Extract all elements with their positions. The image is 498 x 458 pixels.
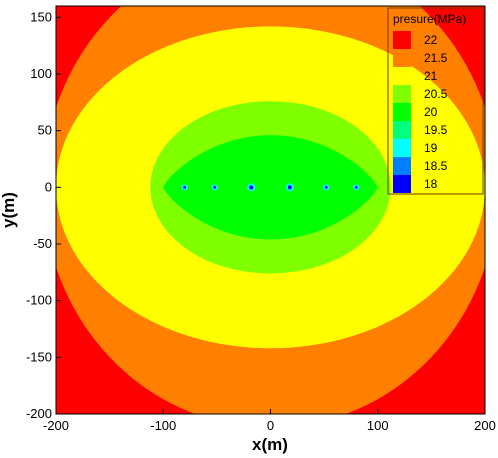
legend-items: 22 21.5 21 20.5 20 19.5 19 18.5 18: [393, 31, 448, 193]
plot-area: [56, 6, 485, 414]
well-marker: [213, 185, 217, 189]
legend-label: 19: [424, 141, 438, 155]
y-axis-title: y(m): [0, 192, 18, 228]
y-tick-label: -50: [33, 236, 52, 251]
y-axis-ticks: -200 -150 -100 -50 0 50 100 150: [26, 9, 61, 421]
legend-label: 18.5: [424, 159, 448, 173]
x-axis-ticks: -200 -100 0 100 200: [43, 409, 496, 433]
y-tick-label: -100: [26, 293, 52, 308]
well-marker: [183, 185, 187, 189]
legend-swatch: [393, 139, 411, 157]
legend-label: 18: [424, 177, 438, 191]
legend-swatch: [393, 175, 411, 193]
x-tick-label: 0: [267, 418, 274, 433]
legend-swatch: [393, 49, 411, 67]
legend-swatch: [393, 31, 411, 49]
x-tick-label: 100: [367, 418, 389, 433]
well-marker: [287, 185, 292, 190]
contour-region-20-20.5: [163, 135, 378, 240]
legend-label: 22: [424, 33, 438, 47]
legend-swatch: [393, 85, 411, 103]
legend-label: 21.5: [424, 51, 448, 65]
well-marker: [354, 185, 358, 189]
y-tick-label: -200: [26, 406, 52, 421]
legend-label: 20: [424, 105, 438, 119]
x-tick-label: 200: [474, 418, 496, 433]
legend-label: 20.5: [424, 87, 448, 101]
x-tick-label: -200: [43, 418, 69, 433]
y-tick-label: 100: [30, 66, 52, 81]
well-marker: [249, 185, 254, 190]
contour-region-22-corners: [56, 6, 485, 414]
y-tick-label: 0: [45, 179, 52, 194]
wells-group: [181, 183, 360, 192]
legend-swatch: [393, 121, 411, 139]
y-tick-label: 150: [30, 9, 52, 24]
legend-title: presure(MPa): [393, 12, 466, 26]
legend-label: 21: [424, 69, 438, 83]
legend-swatch: [393, 67, 411, 85]
legend-swatch: [393, 157, 411, 175]
y-tick-label: 50: [38, 123, 52, 138]
well-marker: [324, 185, 328, 189]
legend: presure(MPa) 22 21.5 21 20.5 20 19.5 19 18.5 18: [387, 7, 484, 195]
x-tick-label: -100: [150, 418, 176, 433]
legend-swatch: [393, 103, 411, 121]
contour-regions: [56, 6, 485, 414]
legend-frame: [387, 7, 484, 195]
legend-label: 19.5: [424, 123, 448, 137]
y-tick-label: -150: [26, 349, 52, 364]
x-axis-title: x(m): [252, 435, 288, 454]
